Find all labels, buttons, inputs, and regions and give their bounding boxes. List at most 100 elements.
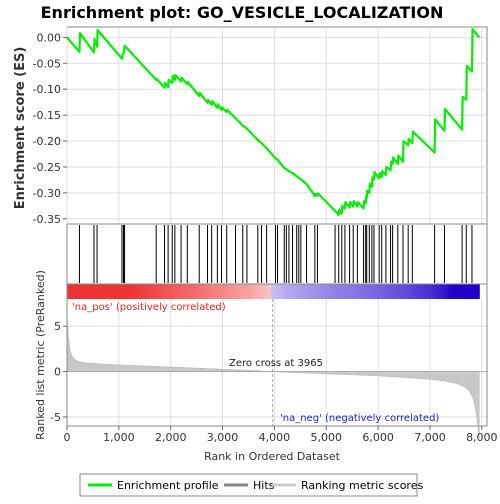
- gradient-segment: [161, 284, 166, 299]
- gradient-segment: [396, 284, 402, 299]
- gradient-segment: [424, 284, 429, 299]
- gradient-segment: [271, 284, 276, 299]
- gradient-segment: [78, 284, 84, 299]
- gradient-segment: [373, 284, 378, 299]
- gradient-segment: [129, 284, 135, 299]
- gradient-segment: [404, 284, 410, 299]
- x-tick-label: 1,000: [103, 431, 135, 444]
- metric-y-axis-label: Ranked list metric (PreRanked): [34, 270, 47, 440]
- gradient-segment: [314, 284, 319, 299]
- gradient-segment: [188, 284, 194, 299]
- metric-tick-label: -5: [50, 411, 61, 424]
- gradient-segment: [243, 284, 249, 299]
- x-tick-label: 5,000: [311, 431, 343, 444]
- x-tick-label: 3,000: [207, 431, 239, 444]
- gradient-segment: [157, 284, 162, 299]
- gradient-segment: [114, 284, 119, 299]
- gradient-segment: [412, 284, 418, 299]
- legend-enrichment-label: Enrichment profile: [117, 479, 219, 492]
- gradient-segment: [357, 284, 363, 299]
- gradient-segment: [432, 284, 437, 299]
- es-tick-label: -0.15: [33, 109, 61, 122]
- gradient-segment: [227, 284, 233, 299]
- legend-metric-label: Ranking metric scores: [301, 479, 423, 492]
- x-tick-label: 8,000: [466, 431, 498, 444]
- gradient-segment: [275, 284, 280, 299]
- hits-track: [67, 223, 487, 283]
- gradient-segment: [118, 284, 123, 299]
- gradient-segment: [125, 284, 131, 299]
- gradient-segment: [247, 284, 253, 299]
- x-tick-label: 0: [64, 431, 71, 444]
- positive-correlation-label: 'na_pos' (positively correlated): [72, 302, 226, 313]
- gradient-segment: [294, 284, 300, 299]
- es-grid: [66, 27, 487, 224]
- gradient-segment: [377, 284, 382, 299]
- gradient-segment: [428, 284, 433, 299]
- gradient-segment: [106, 284, 111, 299]
- legend-hits-label: Hits: [253, 479, 275, 492]
- es-tick-label: -0.25: [33, 161, 61, 174]
- es-tick-label: -0.20: [33, 135, 61, 148]
- gradient-segment: [330, 284, 335, 299]
- gradient-segment: [337, 284, 343, 299]
- gradient-segment: [216, 284, 221, 299]
- enrichment-profile-line: [66, 28, 481, 216]
- ranking-metric-area: [66, 305, 480, 439]
- zero-cross-label: Zero cross at 3965: [229, 358, 323, 369]
- negative-correlation-label: 'na_neg' (negatively correlated): [280, 413, 439, 424]
- gradient-segment: [310, 284, 315, 299]
- gradient-segment: [180, 284, 186, 299]
- gradient-segment: [345, 284, 351, 299]
- gradient-segment: [153, 284, 158, 299]
- gradient-segment: [200, 284, 206, 299]
- gradient-segment: [184, 284, 190, 299]
- metric-tick-label: 0: [54, 366, 61, 379]
- es-tick-label: -0.05: [33, 57, 61, 70]
- gradient-segment: [463, 284, 469, 299]
- gradient-segment: [67, 284, 72, 299]
- gradient-segment: [251, 284, 257, 299]
- gradient-segment: [239, 284, 245, 299]
- gradient-segment: [439, 284, 445, 299]
- gradient-segment: [416, 284, 421, 299]
- metric-tick-label: 5: [54, 320, 61, 333]
- gradient-segment: [279, 284, 284, 299]
- gradient-segment: [263, 284, 268, 299]
- gradient-segment: [267, 284, 272, 299]
- gradient-segment: [169, 284, 174, 299]
- metric-y-axis: 5 0 -5: [50, 320, 67, 424]
- gradient-segment: [475, 284, 480, 299]
- gradient-segment: [90, 284, 96, 299]
- es-y-axis: 0.00 -0.05 -0.10 -0.15 -0.20 -0.25 -0.30 -0.35: [33, 31, 67, 226]
- gradient-segment: [369, 284, 374, 299]
- gradient-segment: [471, 284, 476, 299]
- gradient-segment: [381, 284, 386, 299]
- gradient-segment: [224, 284, 229, 299]
- gradient-segment: [400, 284, 406, 299]
- gradient-segment: [165, 284, 170, 299]
- gradient-segment: [259, 284, 264, 299]
- gradient-segment: [255, 284, 260, 299]
- es-tick-label: -0.35: [33, 213, 61, 226]
- gradient-segment: [443, 284, 449, 299]
- gradient-segment: [82, 284, 88, 299]
- gradient-segment: [137, 284, 143, 299]
- gradient-segment: [408, 284, 414, 299]
- metric-panel-frame: [66, 283, 488, 427]
- gradient-segment: [318, 284, 323, 299]
- gradient-segment: [235, 284, 241, 299]
- gradient-segment: [74, 284, 80, 299]
- es-tick-label: 0.00: [37, 31, 62, 44]
- gradient-segment: [392, 284, 398, 299]
- gradient-segment: [192, 284, 198, 299]
- gradient-segment: [141, 284, 147, 299]
- x-tick-label: 4,000: [259, 431, 291, 444]
- gradient-segment: [145, 284, 151, 299]
- gradient-segment: [459, 284, 465, 299]
- x-tick-label: 7,000: [414, 431, 446, 444]
- es-panel-frame: [66, 26, 488, 285]
- gradient-segment: [298, 284, 304, 299]
